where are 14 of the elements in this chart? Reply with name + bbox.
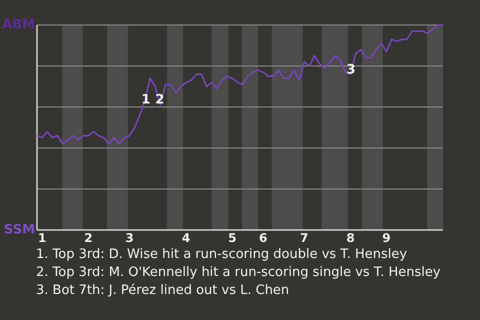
text: 1. Top 3rd: D. Wise hit a run-scoring double vs T. Hensley — [36, 247, 408, 262]
x-tick-label: 1 — [38, 231, 46, 245]
x-tick-label: 2 — [84, 231, 93, 245]
x-tick-label: 5 — [228, 231, 236, 245]
x-tick-label: 4 — [182, 231, 190, 245]
x-tick-label: 8 — [346, 231, 355, 245]
text: 3. Bot 7th: J. Pérez lined out vs L. Chen — [36, 283, 290, 298]
text: ABM — [2, 18, 35, 33]
text: 2. Top 3rd: M. O'Kennelly hit a run-scoring single vs T. Hensley — [36, 265, 441, 280]
x-tick-label: 6 — [258, 231, 268, 245]
x-tick-label: 3 — [125, 231, 134, 245]
text: SSM — [4, 222, 35, 238]
x-tick-label: 7 — [300, 231, 308, 245]
x-tick-label: 9 — [382, 231, 391, 245]
